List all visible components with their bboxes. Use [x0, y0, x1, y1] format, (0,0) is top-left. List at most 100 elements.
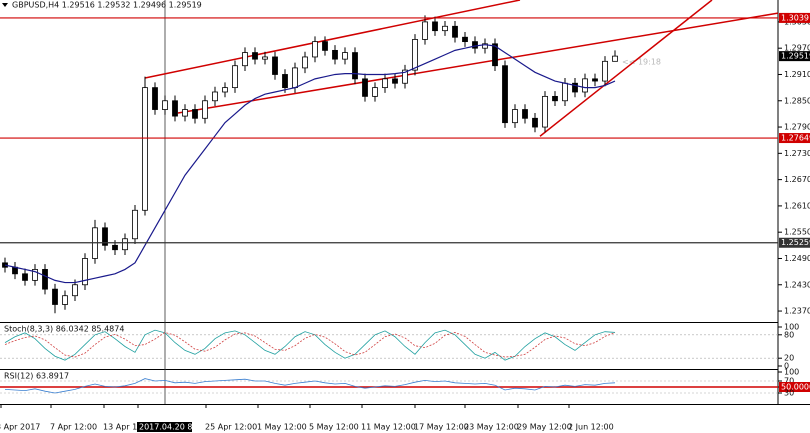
y-tick-label: 1.27300: [784, 149, 810, 158]
candle-body: [382, 78, 388, 89]
series-line: [4, 44, 616, 284]
candle-body: [512, 109, 518, 124]
candle-body: [492, 43, 498, 67]
candle-body: [122, 238, 128, 251]
candle-body: [402, 69, 408, 84]
x-tick-label: 17 May 12:00: [414, 423, 469, 432]
candle-body: [372, 87, 378, 97]
candle-body: [262, 56, 268, 60]
candle-body: [182, 109, 188, 117]
candle-body: [72, 284, 78, 297]
candle-body: [582, 78, 588, 93]
candle-body: [362, 78, 368, 97]
candle-body: [592, 78, 598, 82]
trend-line: [144, 0, 521, 79]
menu-arrow[interactable]: [2, 3, 8, 7]
y-tick-label: 100: [784, 323, 799, 332]
trend-line: [177, 12, 778, 114]
candle-body: [352, 52, 358, 80]
candle-body: [472, 41, 478, 49]
level-label-box: [779, 237, 810, 248]
x-tick-label: 7 Apr 12:00: [50, 423, 97, 432]
y-tick-label: 1.24900: [784, 254, 810, 263]
x-label-box: [137, 422, 192, 432]
candle-body: [502, 65, 508, 124]
y-tick-label: 1.27900: [784, 123, 810, 132]
candle-body: [42, 269, 48, 290]
indicator-title: Stoch(8,3,3) 86.0342 85.4874: [4, 325, 124, 334]
countdown: << 19:18: [622, 58, 661, 67]
trend-line: [539, 0, 713, 137]
y-tick-label: 0: [784, 362, 789, 371]
x-tick-label: 1 May 12:00: [257, 423, 307, 432]
candle-body: [442, 25, 448, 32]
candle-body: [392, 78, 398, 84]
candle-body: [232, 65, 238, 89]
candle-body: [52, 288, 58, 305]
candle-body: [192, 109, 198, 119]
candle-body: [222, 87, 228, 93]
y-tick-label: 100: [784, 368, 799, 377]
candle-body: [152, 87, 158, 110]
series-line: [4, 332, 616, 358]
candle-body: [322, 41, 328, 51]
candle-body: [422, 21, 428, 40]
level-label-box: [779, 133, 810, 144]
x-tick-label: 23 May 12:00: [464, 423, 519, 432]
indicator-title: RSI(12) 63.8917: [4, 372, 69, 381]
x-tick-label: 5 May 12:00: [309, 423, 359, 432]
candle-body: [272, 56, 278, 75]
candle-body: [302, 56, 308, 69]
series-line: [4, 329, 616, 361]
candle-body: [172, 100, 178, 117]
candle-body: [552, 95, 558, 102]
candle-body: [482, 43, 488, 49]
y-tick-label: 1.25500: [784, 228, 810, 237]
y-tick-label: 1.26100: [784, 201, 810, 210]
y-tick-label: 70: [784, 377, 794, 386]
chart-title: GBPUSD,H4 1.29516 1.29532 1.29496 1.2951…: [12, 1, 202, 10]
x-tick-label: 29 May 12:00: [517, 423, 572, 432]
x-tick-label: 13 Apr 12:00: [103, 423, 155, 432]
y-tick-label: 1.24300: [784, 280, 810, 289]
candle-body: [162, 100, 168, 110]
candle-body: [452, 25, 458, 38]
candle-body: [612, 55, 618, 62]
x-tick-label: 11 May 12:00: [361, 423, 416, 432]
x-tick-label: 3 Apr 2017: [0, 423, 40, 432]
series-line: [4, 378, 616, 394]
candle-body: [432, 21, 438, 32]
level-label-box: [779, 382, 810, 392]
candle-body: [132, 209, 138, 240]
y-tick-label: 50.0000: [781, 383, 810, 392]
candle-body: [242, 52, 248, 67]
y-tick-label: 1.28500: [784, 96, 810, 105]
x-tick-label: 2017.04.20 8:00: [139, 423, 205, 432]
candle-body: [282, 74, 288, 89]
y-tick-label: 20: [784, 354, 794, 363]
level-label: 1.27649: [781, 134, 810, 143]
level-label-box: [779, 12, 810, 23]
candle-body: [532, 117, 538, 128]
y-tick-label: 1.29700: [784, 44, 810, 53]
candle-body: [252, 52, 258, 60]
y-tick-label: 1.26700: [784, 175, 810, 184]
x-tick-label: 25 Apr 12:00: [205, 423, 257, 432]
candle-body: [342, 52, 348, 60]
candle-body: [112, 244, 118, 251]
y-tick-label: 1.29100: [784, 70, 810, 79]
candle-body: [562, 82, 568, 102]
candle-body: [62, 295, 68, 305]
candle-body: [32, 269, 38, 281]
candle-body: [142, 87, 148, 211]
candle-body: [412, 39, 418, 71]
candle-body: [202, 100, 208, 119]
candle-body: [602, 60, 608, 82]
candle-body: [572, 82, 578, 93]
level-label: 1.25259: [781, 238, 810, 247]
main-plot: [2, 0, 778, 314]
candle-body: [462, 36, 468, 43]
candle-body: [332, 49, 338, 60]
